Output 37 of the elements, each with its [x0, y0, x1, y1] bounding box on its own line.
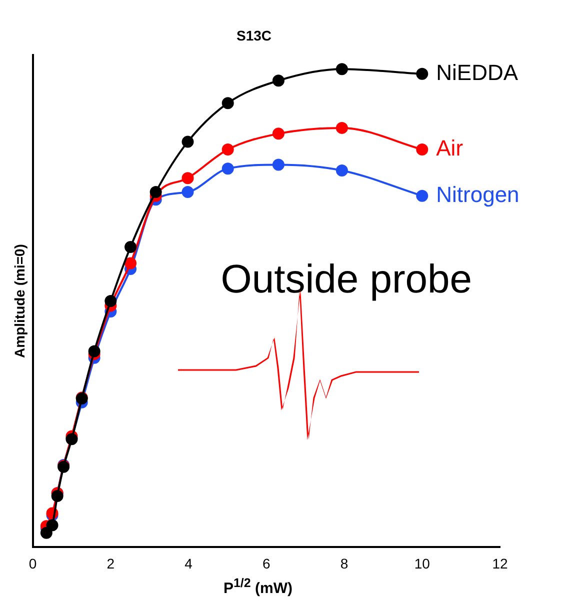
- y-axis-title: Amplitude (mi=0): [11, 244, 28, 358]
- point: [272, 158, 284, 171]
- x-tick-label: 8: [340, 555, 348, 572]
- point: [182, 172, 194, 184]
- point: [336, 63, 348, 76]
- x-tick-label: 10: [414, 555, 430, 572]
- point: [124, 240, 137, 253]
- point: [182, 136, 194, 148]
- x-tick-label: 4: [184, 555, 193, 572]
- x-tick-label: 6: [262, 555, 270, 572]
- x-axis-title: P$^{1/2}$ (mW): [222, 576, 294, 597]
- point: [51, 490, 64, 502]
- point: [336, 122, 348, 134]
- point: [222, 143, 234, 156]
- point: [150, 186, 162, 198]
- point: [416, 143, 428, 156]
- point: [40, 526, 52, 539]
- x-tick-label: 0: [28, 555, 37, 572]
- point: [104, 295, 117, 307]
- point: [222, 162, 234, 175]
- point: [88, 345, 100, 358]
- x-tick-label: 12: [492, 555, 508, 572]
- point: [416, 68, 428, 80]
- point: [272, 74, 284, 87]
- point: [182, 186, 194, 198]
- point: [222, 97, 234, 110]
- series-label: Air: [436, 136, 464, 161]
- point: [336, 164, 348, 176]
- annotation: Outside probe: [220, 257, 472, 302]
- x-tick-label: 2: [106, 555, 115, 572]
- chart-title: S13C: [236, 27, 272, 44]
- point: [124, 257, 137, 270]
- point: [46, 519, 58, 532]
- point: [272, 128, 284, 140]
- series-label: Nitrogen: [436, 182, 520, 207]
- series-label: NiEDDA: [436, 60, 518, 85]
- point: [416, 190, 428, 202]
